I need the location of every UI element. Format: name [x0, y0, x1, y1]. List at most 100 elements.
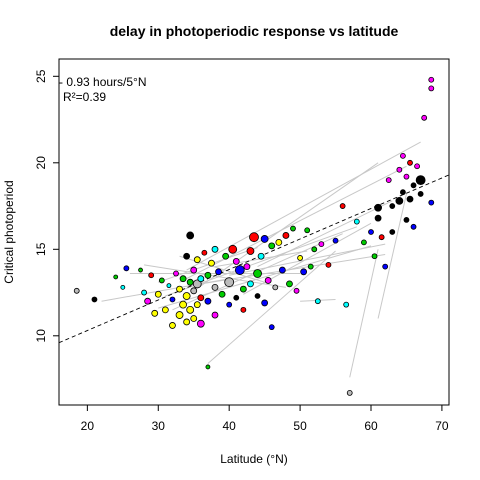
- data-point-56: [247, 280, 254, 288]
- x-tick-label-40: 40: [223, 419, 237, 433]
- data-point-101: [403, 173, 410, 180]
- trajectory-line-7: [186, 141, 421, 271]
- data-point-86: [353, 218, 360, 225]
- data-point-71: [286, 280, 293, 288]
- data-point-82: [332, 237, 339, 244]
- x-axis: 20 30 40 50 60 70: [81, 405, 449, 433]
- trajectory-line-4: [158, 245, 372, 309]
- x-axis-label: Latitude (°N): [220, 452, 288, 466]
- data-point-76: [304, 227, 311, 234]
- slope-annotation: - 0.93 hours/5°N: [59, 75, 147, 89]
- data-point-58: [249, 232, 259, 243]
- data-point-48: [224, 277, 235, 288]
- data-point-17: [175, 311, 184, 319]
- data-point-91: [374, 203, 382, 212]
- data-point-88: [368, 229, 374, 235]
- data-point-111: [428, 85, 435, 92]
- data-point-15: [169, 296, 176, 303]
- x-tick-label-60: 60: [364, 419, 378, 433]
- data-point-43: [211, 245, 219, 253]
- data-point-60: [253, 269, 262, 278]
- data-point-2: [113, 274, 119, 280]
- trajectory-line-19: [257, 200, 393, 268]
- trajectory-line-11: [207, 250, 336, 364]
- data-point-30: [193, 301, 201, 309]
- data-point-5: [138, 267, 143, 273]
- x-tick-label-20: 20: [81, 419, 95, 433]
- trajectory-line-5: [179, 165, 407, 283]
- data-point-44: [215, 268, 222, 276]
- data-point-70: [282, 232, 290, 239]
- data-point-97: [395, 196, 404, 205]
- data-point-80: [318, 241, 325, 248]
- chart-title: delay in photoperiodic response vs latit…: [110, 23, 399, 39]
- data-point-78: [311, 246, 318, 253]
- data-point-33: [196, 319, 205, 328]
- data-point-93: [382, 263, 389, 270]
- data-point-67: [272, 284, 279, 291]
- data-point-1: [91, 296, 98, 303]
- data-point-73: [293, 287, 300, 294]
- data-point-65: [268, 242, 276, 250]
- data-point-50: [233, 294, 240, 301]
- regression-line: [58, 174, 450, 344]
- data-point-61: [257, 252, 265, 260]
- data-point-35: [197, 275, 205, 283]
- data-point-68: [275, 238, 283, 246]
- data-point-62: [260, 235, 269, 243]
- data-point-10: [154, 290, 162, 298]
- data-point-11: [158, 277, 165, 284]
- data-point-9: [151, 309, 159, 317]
- data-point-14: [169, 322, 176, 329]
- y-axis-label: Critical photoperiod: [2, 180, 16, 283]
- data-point-108: [415, 175, 426, 186]
- y-tick-label-10: 10: [34, 329, 48, 343]
- data-point-105: [410, 182, 417, 189]
- data-point-18: [176, 285, 183, 293]
- trajectory-line-18: [158, 247, 258, 283]
- data-point-36: [201, 249, 208, 256]
- data-point-95: [389, 203, 396, 209]
- data-point-63: [261, 299, 269, 307]
- data-point-83: [339, 203, 346, 209]
- data-point-41: [211, 311, 219, 319]
- r-squared-annotation: R²=0.39: [63, 90, 106, 104]
- trajectory-lines: [101, 141, 421, 378]
- trajectory-line-14: [377, 193, 407, 319]
- data-point-24: [186, 305, 195, 314]
- trajectory-line-13: [349, 249, 379, 378]
- data-point-103: [407, 159, 413, 166]
- data-point-77: [307, 263, 314, 270]
- data-point-59: [254, 293, 261, 299]
- y-tick-label-20: 20: [34, 156, 48, 170]
- data-point-81: [325, 261, 332, 268]
- data-point-89: [371, 253, 378, 260]
- data-point-69: [278, 266, 286, 274]
- data-point-113: [428, 199, 435, 206]
- data-point-26: [186, 231, 195, 240]
- data-point-96: [389, 229, 396, 235]
- data-point-54: [240, 306, 247, 313]
- data-point-37: [204, 297, 212, 305]
- y-axis: 10 15 20 25: [34, 69, 59, 342]
- data-point-51: [232, 258, 240, 265]
- data-point-45: [218, 290, 226, 298]
- data-point-85: [346, 389, 353, 396]
- data-point-21: [183, 318, 191, 326]
- data-point-99: [400, 152, 406, 159]
- plot-frame: [58, 58, 450, 406]
- data-point-25: [186, 278, 194, 286]
- data-point-98: [396, 166, 403, 173]
- data-point-13: [166, 283, 172, 289]
- data-point-75: [300, 268, 308, 276]
- data-point-112: [428, 76, 435, 83]
- data-point-104: [406, 195, 414, 203]
- data-point-12: [161, 306, 169, 314]
- data-point-8: [148, 272, 155, 279]
- data-point-47: [226, 301, 233, 308]
- data-point-39: [205, 364, 211, 370]
- x-tick-label-50: 50: [293, 419, 307, 433]
- data-point-87: [361, 239, 367, 246]
- y-tick-label-15: 15: [34, 242, 48, 256]
